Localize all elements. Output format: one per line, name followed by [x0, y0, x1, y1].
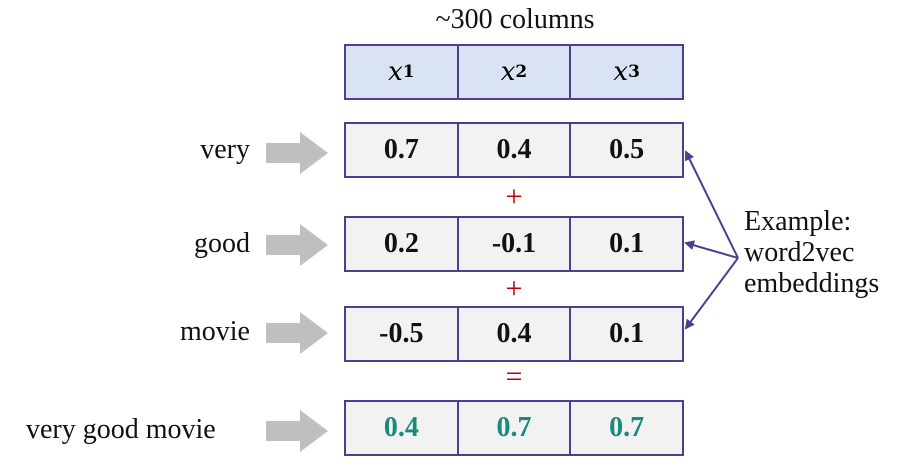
- value-cell: 0.1: [571, 308, 682, 360]
- value-cell: 0.4: [459, 308, 572, 360]
- value-cell: 0.7: [346, 124, 459, 176]
- value-cell: -0.1: [459, 218, 572, 270]
- annotation-line: word2vec: [744, 237, 879, 268]
- connector-arrow-movie: [686, 258, 738, 328]
- annotation-line: embeddings: [744, 268, 879, 299]
- connector-arrow-good: [686, 243, 738, 258]
- value-cell: 0.2: [346, 218, 459, 270]
- arrow-right-icon: [266, 224, 328, 266]
- row-label-very: very: [0, 134, 250, 166]
- value-cell: 0.4: [459, 124, 572, 176]
- value-cell: 0.1: [571, 218, 682, 270]
- result-cell: 0.4: [346, 402, 459, 454]
- vector-row-very: 0.7 0.4 0.5: [344, 122, 684, 178]
- plus-operator: +: [484, 180, 544, 214]
- result-label: very good movie: [26, 414, 216, 446]
- row-label-good: good: [0, 228, 250, 260]
- arrow-right-icon: [266, 410, 328, 452]
- vector-row-result: 0.4 0.7 0.7: [344, 400, 684, 456]
- annotation-line: Example:: [744, 206, 879, 237]
- result-cell: 0.7: [459, 402, 572, 454]
- row-label-movie: movie: [0, 316, 250, 348]
- connector-arrow-very: [686, 152, 738, 258]
- arrow-right-icon: [266, 312, 328, 354]
- arrow-right-icon: [266, 132, 328, 174]
- vector-row-good: 0.2 -0.1 0.1: [344, 216, 684, 272]
- vector-row-movie: -0.5 0.4 0.1: [344, 306, 684, 362]
- value-cell: 0.5: [571, 124, 682, 176]
- equals-operator: =: [484, 360, 544, 394]
- annotation-text: Example: word2vec embeddings: [744, 206, 879, 299]
- plus-operator: +: [484, 272, 544, 306]
- value-cell: -0.5: [346, 308, 459, 360]
- columns-caption: ~300 columns: [0, 4, 912, 36]
- result-cell: 0.7: [571, 402, 682, 454]
